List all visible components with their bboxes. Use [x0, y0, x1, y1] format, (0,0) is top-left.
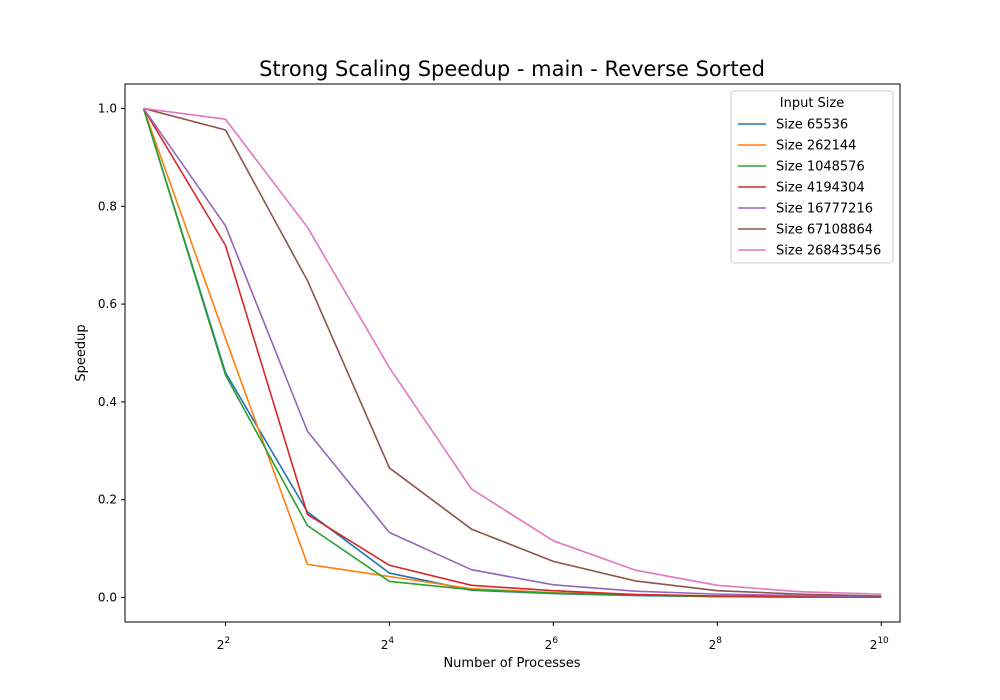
y-tick-label-1: 0.0: [98, 591, 117, 605]
y-tick-label-3: 0.4: [98, 395, 117, 409]
series-line-7: [143, 107, 882, 595]
legend-box: [730, 90, 894, 264]
plot-area: 22 24 26 28 210 0.0 0.2 0.4 0.6 0.8 1.0: [98, 83, 901, 652]
legend-label-7: Size 268435456: [776, 244, 881, 259]
series-line-5: [142, 107, 882, 598]
y-tick-label-5: 0.8: [98, 199, 117, 213]
y-tick-label-6: 1.0: [98, 101, 117, 115]
y-axis-label: Speedup: [74, 324, 89, 381]
series-layer: [142, 107, 882, 598]
legend-title: Input Size: [780, 96, 844, 111]
legend-label-5: Size 16777216: [776, 202, 873, 217]
x-axis-ticks: 22 24 26 28 210: [217, 622, 889, 652]
legend-label-2: Size 262144: [776, 139, 856, 154]
legend: Input Size Size 65536 Size 262144 Size 104…: [730, 90, 894, 264]
series-line-6: [143, 107, 882, 597]
plot-frame: [124, 83, 901, 623]
y-tick-label-2: 0.2: [98, 493, 117, 507]
legend-entries: Size 65536 Size 262144 Size 1048576 Size 41…: [738, 118, 881, 259]
y-axis-ticks: 0.0 0.2 0.4 0.6 0.8 1.0: [98, 101, 125, 605]
x-tick-label-3: 26: [545, 636, 559, 652]
x-tick-label-2: 24: [381, 636, 395, 652]
x-axis-label: Number of Processes: [443, 656, 580, 671]
series-line-4: [142, 108, 882, 598]
y-tick-label-4: 0.6: [98, 297, 117, 311]
chart-title: Strong Scaling Speedup - main - Reverse …: [259, 57, 765, 81]
x-tick-label-4: 28: [709, 636, 723, 652]
legend-label-3: Size 1048576: [776, 160, 865, 175]
x-tick-label-5: 210: [870, 636, 889, 652]
legend-label-1: Size 65536: [776, 118, 848, 133]
x-tick-label-1: 22: [217, 636, 230, 652]
legend-label-6: Size 67108864: [776, 223, 873, 238]
legend-label-4: Size 4194304: [776, 181, 865, 196]
